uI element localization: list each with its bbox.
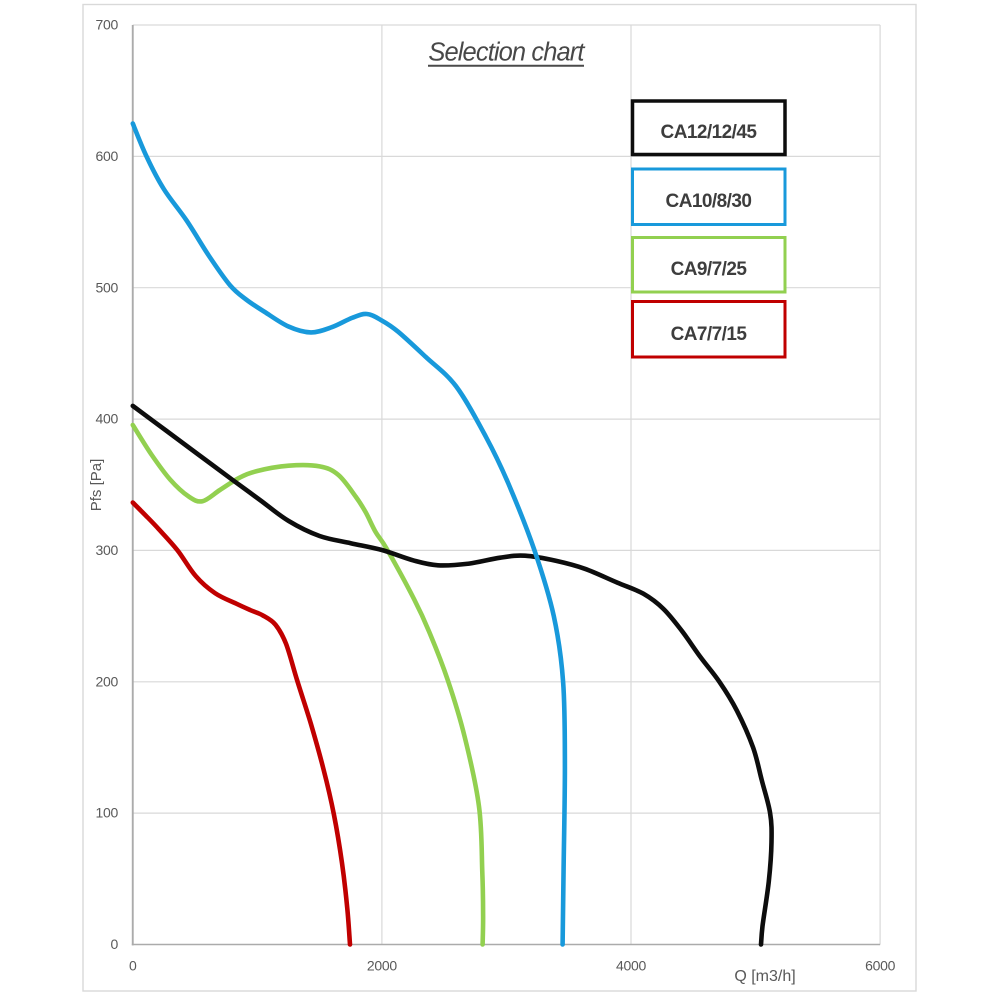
svg-text:CA12/12/45: CA12/12/45	[661, 122, 758, 143]
svg-text:600: 600	[96, 148, 119, 164]
svg-text:500: 500	[96, 279, 119, 295]
svg-text:Selection chart: Selection chart	[428, 39, 585, 67]
svg-text:6000: 6000	[865, 957, 895, 973]
svg-text:100: 100	[96, 805, 119, 821]
svg-text:4000: 4000	[616, 957, 646, 973]
svg-text:CA10/8/30: CA10/8/30	[666, 191, 752, 212]
svg-text:0: 0	[111, 936, 119, 952]
svg-text:Pfs [Pa]: Pfs [Pa]	[88, 459, 105, 512]
svg-text:CA9/7/25: CA9/7/25	[671, 259, 748, 280]
svg-text:400: 400	[96, 411, 119, 427]
svg-text:700: 700	[96, 17, 119, 33]
svg-text:300: 300	[96, 542, 119, 558]
svg-text:2000: 2000	[367, 957, 397, 973]
svg-text:Q [m3/h]: Q [m3/h]	[734, 968, 795, 985]
svg-text:CA7/7/15: CA7/7/15	[671, 324, 748, 345]
svg-text:200: 200	[96, 673, 119, 689]
svg-text:0: 0	[129, 957, 137, 973]
